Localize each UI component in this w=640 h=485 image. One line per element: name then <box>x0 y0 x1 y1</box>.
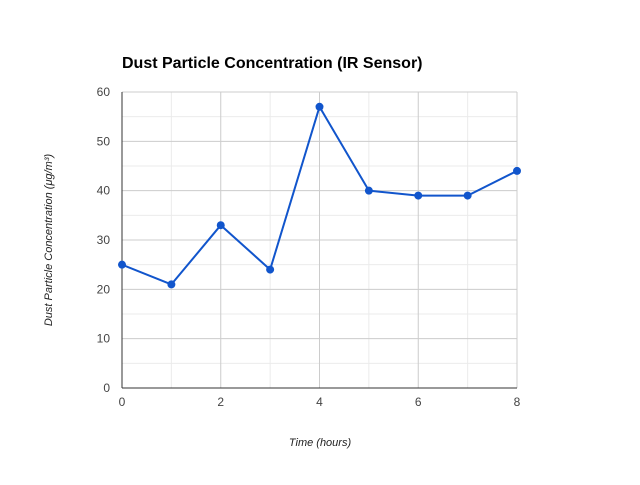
y-tick-label: 10 <box>97 332 111 346</box>
data-point <box>315 102 324 111</box>
x-tick-label: 6 <box>415 395 422 409</box>
series <box>118 102 521 289</box>
data-point <box>513 166 521 175</box>
x-tick-label: 0 <box>119 395 126 409</box>
data-point <box>266 265 275 274</box>
tick-labels: 0 2 4 6 8 0 10 20 30 40 50 60 <box>97 85 521 409</box>
data-point <box>216 221 225 230</box>
x-tick-label: 2 <box>217 395 224 409</box>
data-point <box>364 186 373 195</box>
y-tick-label: 60 <box>97 85 111 99</box>
y-axis-title: Dust Particle Concentration (μg/m³) <box>43 154 55 327</box>
x-tick-label: 4 <box>316 395 323 409</box>
y-tick-label: 0 <box>103 381 110 395</box>
x-axis-title: Time (hours) <box>289 437 352 449</box>
chart-title: Dust Particle Concentration (IR Sensor) <box>122 55 423 72</box>
y-tick-label: 20 <box>97 282 111 296</box>
y-tick-label: 40 <box>97 184 111 198</box>
data-point <box>463 191 472 200</box>
y-tick-label: 50 <box>97 134 111 148</box>
data-point <box>414 191 423 200</box>
axes <box>121 92 517 389</box>
data-point <box>167 280 176 289</box>
y-tick-label: 30 <box>97 233 111 247</box>
data-point <box>118 260 126 269</box>
x-tick-label: 8 <box>514 395 521 409</box>
